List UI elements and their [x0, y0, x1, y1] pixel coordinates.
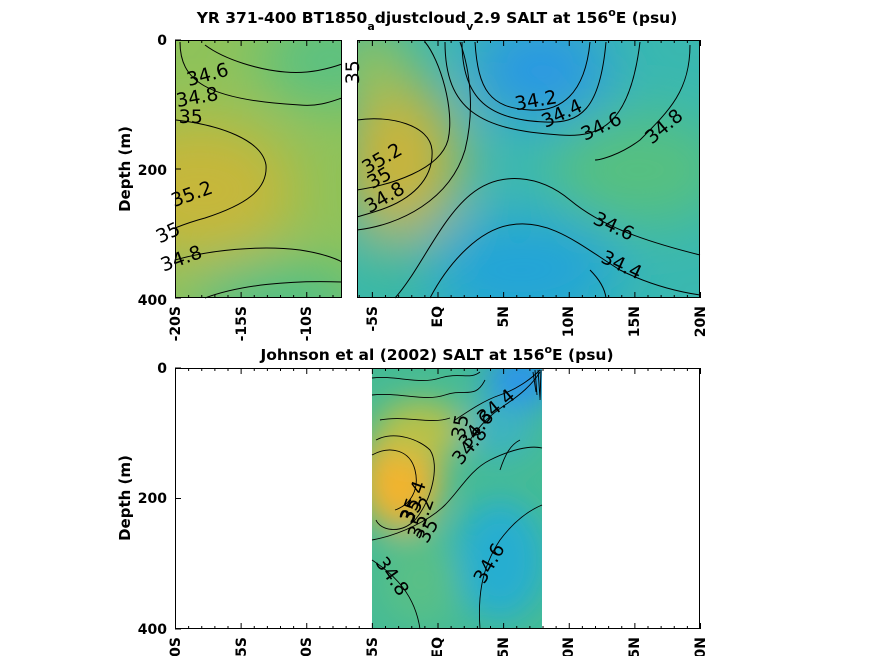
contour-line — [371, 449, 417, 511]
y-tick-label: 400 — [138, 622, 167, 638]
contour-line — [589, 269, 607, 299]
contours-bottom — [371, 369, 543, 630]
contour-line — [174, 119, 267, 229]
contour-line — [478, 504, 543, 630]
gap-mask — [342, 38, 357, 302]
contours-top — [174, 41, 701, 299]
y-axis-label-top: Depth (m) — [116, 126, 134, 212]
x-tick-label: 15N — [627, 306, 643, 337]
chart-bottom: Johnson et al (2002) SALT at 156oE (psu) — [116, 343, 709, 656]
contour-line — [174, 247, 343, 263]
y-tick-label: 400 — [138, 293, 167, 309]
salinity-field-top-left — [175, 40, 342, 298]
x-tick-labels-bottom: 0S 5S 0S 5S EQ 5N 0N 5N 0N — [168, 637, 709, 656]
salinity-field-bottom — [372, 368, 542, 629]
contour-line — [474, 41, 591, 111]
contour-line — [594, 44, 691, 161]
x-tick-label: 0S — [299, 637, 315, 656]
x-tick-label: 0S — [168, 637, 184, 656]
contour-line — [371, 446, 543, 541]
x-tick-label: 5N — [496, 637, 512, 656]
chart-bottom-title: Johnson et al (2002) SALT at 156oE (psu) — [259, 343, 613, 364]
x-tick-label: 5S — [365, 637, 381, 656]
contour-line — [204, 281, 343, 299]
y-tick-label: 200 — [138, 491, 167, 507]
contour-label: 35 — [179, 106, 203, 128]
contour-line — [469, 371, 541, 441]
contour-line — [375, 435, 435, 530]
contour-label: 35 — [342, 60, 364, 84]
contour-line — [356, 41, 451, 191]
x-tick-label: EQ — [430, 306, 446, 328]
contour-line — [371, 371, 481, 381]
x-tick-label: -20S — [168, 306, 184, 341]
tick-marks-bottom — [175, 367, 701, 630]
x-tick-label: 10N — [561, 306, 577, 337]
contour-line — [454, 369, 541, 421]
chart-top-title: YR 371-400 BT1850adjustcloudv2.9 SALT at… — [196, 6, 678, 33]
x-tick-label: EQ — [430, 637, 446, 656]
y-tick-label: 200 — [138, 163, 167, 179]
x-tick-label: 0N — [693, 637, 709, 656]
contour-line — [532, 369, 542, 401]
contour-line — [204, 44, 343, 73]
contour-line — [356, 41, 471, 231]
contour-line — [461, 41, 607, 123]
x-tick-label: 5S — [234, 637, 250, 656]
chart-top: YR 371-400 BT1850adjustcloudv2.9 SALT at… — [116, 6, 709, 341]
contour-line — [379, 417, 451, 421]
contour-line — [394, 178, 701, 299]
x-tick-label: 0N — [561, 637, 577, 656]
y-tick-label: 0 — [157, 33, 167, 49]
x-tick-label: 5N — [496, 306, 512, 327]
contour-line — [371, 379, 486, 398]
axes-frame-top-right — [357, 40, 700, 298]
y-tick-label: 0 — [157, 361, 167, 377]
tick-marks-top — [175, 39, 701, 299]
salinity-field-top-right — [357, 40, 700, 298]
x-tick-labels-top: -20S -15S -10S -5S EQ 5N 10N 15N 20N — [168, 306, 709, 341]
x-tick-label: -10S — [299, 306, 315, 341]
x-tick-label: 20N — [693, 306, 709, 337]
contour-label: 35 — [448, 413, 474, 441]
y-axis-label-bottom: Depth (m) — [116, 455, 134, 541]
contour-line — [499, 439, 521, 471]
x-tick-label: -5S — [365, 306, 381, 332]
x-tick-label: -15S — [234, 306, 250, 341]
contour-line — [444, 41, 641, 136]
contour-line — [356, 118, 433, 218]
contour-line — [429, 223, 701, 299]
x-tick-label: 5N — [627, 637, 643, 656]
contour-line — [179, 41, 343, 106]
contour-line — [371, 559, 421, 630]
